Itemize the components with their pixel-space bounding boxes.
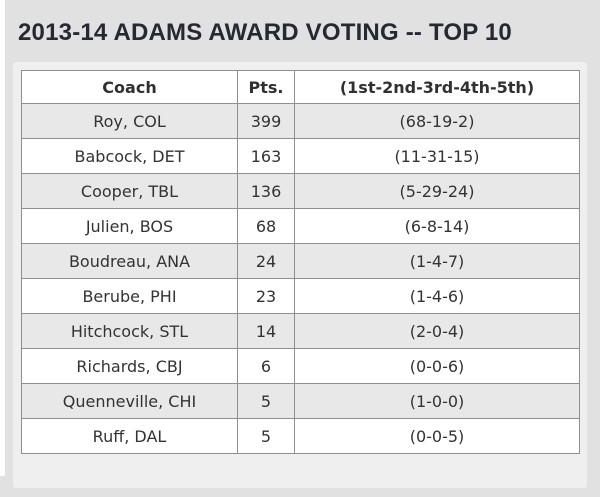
coach-cell: Quenneville, CHI [21,383,238,419]
table-row: Babcock, DET 163 (11-31-15) [21,138,580,174]
pts-cell: 14 [237,313,295,349]
table-row: Hitchcock, STL 14 (2-0-4) [21,313,580,349]
voting-table-panel: Coach Pts. (1st-2nd-3rd-4th-5th) Roy, CO… [13,62,587,488]
votes-cell: (1-4-6) [294,278,580,314]
pts-cell: 68 [237,208,295,244]
votes-cell: (5-29-24) [294,173,580,209]
column-header-pts: Pts. [237,70,295,104]
column-header-votes: (1st-2nd-3rd-4th-5th) [294,70,580,104]
coach-cell: Berube, PHI [21,278,238,314]
coach-cell: Hitchcock, STL [21,313,238,349]
coach-cell: Boudreau, ANA [21,243,238,279]
votes-cell: (2-0-4) [294,313,580,349]
table-row: Boudreau, ANA 24 (1-4-7) [21,243,580,279]
pts-cell: 163 [237,138,295,174]
column-header-coach: Coach [21,70,238,104]
table-row: Roy, COL 399 (68-19-2) [21,103,580,139]
pts-cell: 5 [237,418,295,454]
table-header-row: Coach Pts. (1st-2nd-3rd-4th-5th) [21,70,580,104]
voting-table: Coach Pts. (1st-2nd-3rd-4th-5th) Roy, CO… [21,70,580,454]
table-row: Cooper, TBL 136 (5-29-24) [21,173,580,209]
votes-cell: (68-19-2) [294,103,580,139]
table-row: Ruff, DAL 5 (0-0-5) [21,418,580,454]
table-row: Quenneville, CHI 5 (1-0-0) [21,383,580,419]
votes-cell: (0-0-5) [294,418,580,454]
votes-cell: (0-0-6) [294,348,580,384]
votes-cell: (11-31-15) [294,138,580,174]
coach-cell: Julien, BOS [21,208,238,244]
coach-cell: Richards, CBJ [21,348,238,384]
table-row: Richards, CBJ 6 (0-0-6) [21,348,580,384]
table-row: Julien, BOS 68 (6-8-14) [21,208,580,244]
coach-cell: Roy, COL [21,103,238,139]
coach-cell: Cooper, TBL [21,173,238,209]
page-title: 2013-14 ADAMS AWARD VOTING -- TOP 10 [18,19,512,46]
coach-cell: Babcock, DET [21,138,238,174]
votes-cell: (6-8-14) [294,208,580,244]
pts-cell: 23 [237,278,295,314]
votes-cell: (1-4-7) [294,243,580,279]
pts-cell: 399 [237,103,295,139]
votes-cell: (1-0-0) [294,383,580,419]
pts-cell: 24 [237,243,295,279]
table-row: Berube, PHI 23 (1-4-6) [21,278,580,314]
pts-cell: 136 [237,173,295,209]
pts-cell: 6 [237,348,295,384]
coach-cell: Ruff, DAL [21,418,238,454]
page-edge-strip [0,0,5,476]
pts-cell: 5 [237,383,295,419]
